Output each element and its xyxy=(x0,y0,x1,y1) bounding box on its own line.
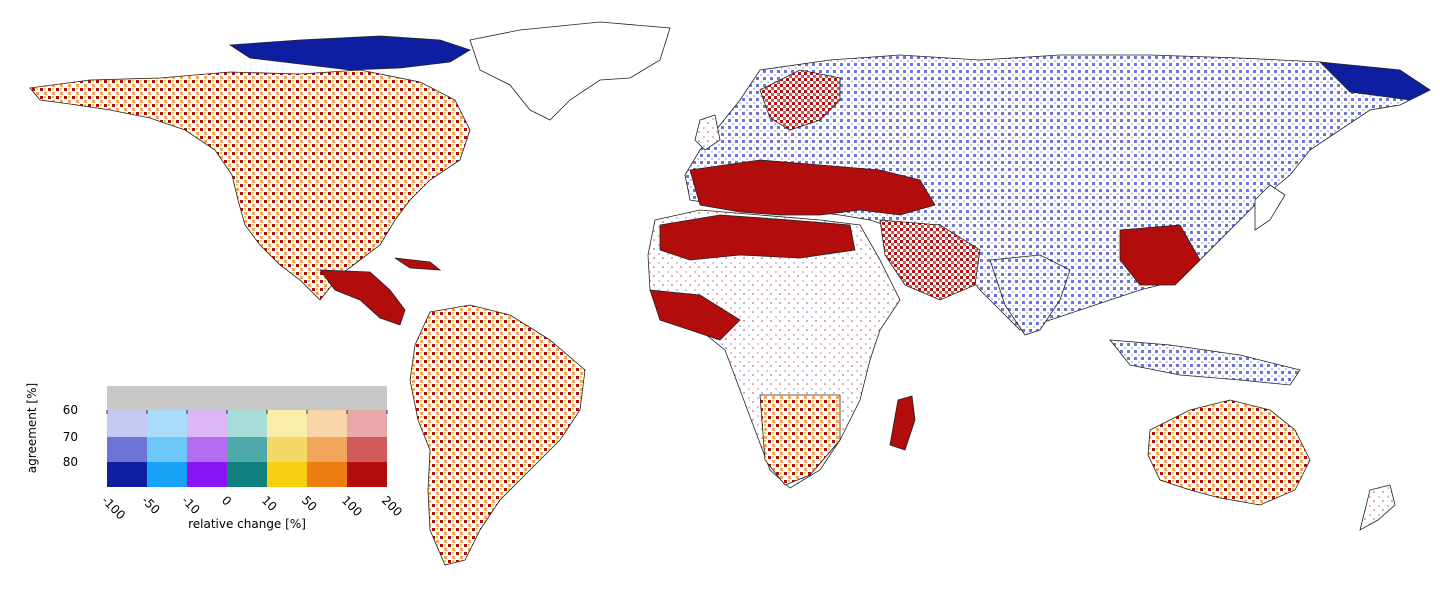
legend-x-tick-label: 50 xyxy=(299,493,320,514)
legend-x-tick-label: -100 xyxy=(99,493,128,522)
legend-cell xyxy=(267,410,307,437)
greenland-region xyxy=(469,21,671,121)
australia-region xyxy=(1147,399,1311,506)
legend-x-tick-label: 10 xyxy=(259,493,280,514)
legend-cell xyxy=(147,437,187,462)
japan-region xyxy=(1254,184,1286,231)
legend-cell xyxy=(227,462,267,487)
caribbean-region xyxy=(394,257,442,271)
legend-cell xyxy=(267,437,307,462)
legend-x-tick-label: 100 xyxy=(339,493,365,519)
southern-africa-region xyxy=(759,394,841,486)
north-america-region xyxy=(29,69,471,301)
legend-cell xyxy=(107,386,147,410)
india-region xyxy=(989,254,1071,336)
legend-cell xyxy=(187,386,227,410)
arctic-islands-region xyxy=(228,35,471,71)
legend-color-grid xyxy=(107,386,387,487)
uk-region xyxy=(694,114,721,151)
legend-y-tick-label: 70 xyxy=(63,430,78,444)
new-zealand-region xyxy=(1359,484,1396,531)
legend-cell xyxy=(307,410,347,437)
legend-cell xyxy=(347,437,387,462)
siberia-coast-region xyxy=(1318,61,1431,101)
legend-cell xyxy=(347,386,387,410)
legend-cell xyxy=(267,462,307,487)
legend-x-label: relative change [%] xyxy=(188,517,306,531)
legend-cell xyxy=(307,437,347,462)
legend-cell xyxy=(147,410,187,437)
legend-x-tick-label: 0 xyxy=(219,493,234,508)
land-layer xyxy=(29,21,1431,566)
legend-cell xyxy=(187,437,227,462)
south-america-region xyxy=(409,304,586,566)
legend-cell xyxy=(347,410,387,437)
legend-y-ticks: 60 70 80 xyxy=(63,403,78,469)
madagascar-region xyxy=(889,395,916,451)
legend-x-tick-label: -10 xyxy=(179,493,203,517)
legend-cell xyxy=(307,386,347,410)
east-china-region xyxy=(1119,224,1201,286)
scandinavia-region xyxy=(759,69,841,131)
central-america-region xyxy=(319,269,406,326)
arabia-region xyxy=(879,219,981,301)
north-africa-region xyxy=(659,214,856,261)
legend-x-tick-label: -50 xyxy=(139,493,163,517)
legend-cell xyxy=(227,410,267,437)
legend-x-tick-label: 200 xyxy=(379,493,405,519)
legend-cell xyxy=(107,462,147,487)
legend-cell xyxy=(107,410,147,437)
legend-y-label: agreement [%] xyxy=(25,383,39,473)
legend-y-tick-label: 60 xyxy=(63,403,78,417)
legend-cell xyxy=(307,462,347,487)
legend-cell xyxy=(347,462,387,487)
legend-cell xyxy=(147,386,187,410)
legend-cell xyxy=(187,410,227,437)
west-africa-region xyxy=(649,289,741,341)
legend-cell xyxy=(227,437,267,462)
legend-cell xyxy=(227,386,267,410)
legend-cell xyxy=(147,462,187,487)
mediterranean-region xyxy=(689,159,936,216)
legend-cell xyxy=(107,437,147,462)
southeast-asia-region xyxy=(1109,339,1301,386)
legend-cell xyxy=(187,462,227,487)
legend-y-tick-label: 80 xyxy=(63,455,78,469)
legend-cell xyxy=(267,386,307,410)
